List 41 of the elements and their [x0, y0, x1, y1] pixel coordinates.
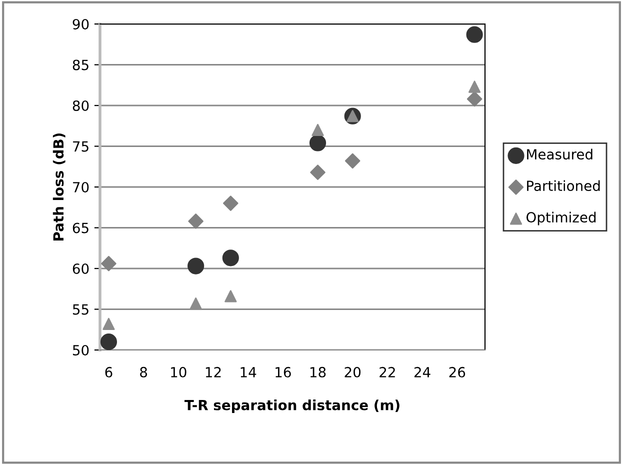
x-tick-label: 24 — [414, 366, 430, 378]
y-tick-label: 75 — [73, 141, 88, 152]
point — [190, 297, 202, 310]
point — [188, 214, 204, 229]
x-tick-label: 26 — [449, 366, 466, 378]
y-tick-label: 65 — [72, 222, 88, 234]
point — [310, 164, 326, 180]
point — [100, 334, 118, 350]
point — [309, 134, 326, 152]
x-tick-label: 18 — [310, 366, 326, 378]
x-tick-label: 14 — [240, 367, 256, 378]
point — [312, 124, 324, 136]
legend-label: Partitioned — [527, 180, 600, 192]
x-tick-label: 10 — [171, 366, 186, 378]
y-tick-label: 80 — [72, 100, 89, 111]
point — [102, 318, 115, 330]
point — [466, 26, 483, 43]
point — [188, 258, 204, 274]
point — [101, 256, 116, 272]
legend-label: Measured — [527, 148, 592, 160]
legend-label: Optimized — [526, 212, 596, 226]
x-axis-title: T-R separation distance (m) — [184, 400, 400, 413]
y-axis-title: Path loss (dB) — [52, 133, 66, 240]
y-tick-label: 90 — [72, 18, 89, 30]
x-tick-label: 6 — [105, 366, 112, 378]
y-tick-label: 85 — [72, 60, 88, 70]
y-tick-label: 60 — [72, 263, 89, 274]
y-tick-label: 50 — [72, 344, 89, 356]
y-tick-label: 55 — [72, 304, 88, 315]
x-tick-label: 8 — [140, 366, 148, 378]
x-tick-label: 12 — [206, 366, 221, 378]
x-tick-label: 20 — [344, 366, 361, 378]
point — [344, 153, 360, 169]
point — [223, 196, 238, 211]
point — [468, 80, 481, 93]
point — [466, 91, 482, 107]
x-tick-label: 16 — [276, 366, 291, 378]
y-tick-label: 70 — [73, 182, 89, 192]
point — [224, 290, 237, 302]
x-tick-label: 22 — [380, 366, 395, 378]
point — [222, 250, 239, 266]
